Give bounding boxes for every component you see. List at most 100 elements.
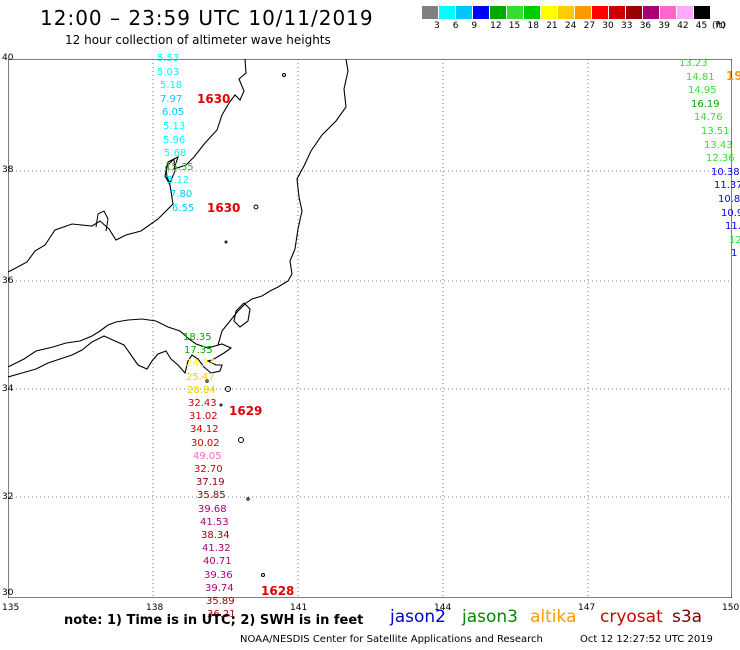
wave-height-value: 11.37: [714, 180, 740, 192]
color-scale-label: 39: [658, 21, 670, 31]
longitude-label: 138: [146, 603, 164, 613]
wave-height-value: 12.36: [706, 153, 735, 165]
map-area[interactable]: [8, 59, 732, 598]
color-swatch: [490, 6, 507, 19]
wave-height-value: 11.: [725, 221, 740, 233]
wave-height-value: 1: [731, 248, 738, 260]
generated-timestamp: Oct 12 12:27:52 UTC 2019: [580, 634, 713, 645]
color-scale-label: 15: [508, 21, 521, 31]
latitude-label: 30: [2, 588, 14, 598]
color-swatch: [456, 6, 473, 19]
color-scale-bar: [422, 6, 711, 19]
page-title: 12:00 – 23:59 UTC 10/11/2019: [40, 6, 374, 30]
small-islands: [205, 73, 286, 577]
graticule: [8, 59, 732, 598]
wave-height-value: 40.71: [203, 556, 232, 568]
wave-height-value: 10.8: [718, 194, 740, 205]
latitude-label: 40: [2, 53, 14, 63]
wave-height-value: 16.19: [691, 98, 720, 110]
wave-height-value: 39.68: [198, 503, 227, 515]
wave-height-value: 5.13: [163, 121, 186, 132]
color-swatch: [575, 6, 592, 19]
wave-height-value: 28.84: [187, 384, 216, 396]
wave-height-value: 18.35: [183, 332, 212, 343]
latitude-label: 32: [2, 492, 14, 502]
latitude-label: 38: [2, 165, 14, 175]
wave-height-value: 6.55: [172, 202, 195, 214]
latitude-label: 34: [2, 384, 14, 394]
wave-height-value: 38.34: [201, 530, 230, 541]
wave-height-value: 10.38: [711, 166, 740, 178]
map-canvas: [8, 59, 732, 598]
japan-coastline: [8, 59, 349, 378]
wave-height-value: 32.43: [188, 398, 217, 409]
longitude-label: 144: [434, 603, 452, 613]
color-swatch: [609, 6, 626, 19]
wave-height-value: 12: [729, 234, 740, 246]
color-scale-label: 12: [490, 21, 502, 31]
legend-item-s3a: s3a: [672, 607, 703, 627]
wave-height-value: 17.35: [184, 345, 213, 357]
legend-item-jason3: jason3: [462, 607, 518, 627]
wave-height-value: 14.76: [694, 112, 723, 124]
color-swatch: [626, 6, 643, 19]
color-swatch: [422, 6, 439, 19]
color-scale-label: 36: [639, 21, 652, 31]
wave-height-value: 14.95: [688, 85, 717, 97]
wave-height-value: 5.96: [163, 134, 186, 146]
color-scale-label: 21: [546, 21, 558, 31]
legend-item-cryosat: cryosat: [600, 607, 663, 627]
wave-height-value: 13.43: [704, 139, 733, 151]
pass-number: 1630: [207, 201, 241, 215]
color-scale-label: 33: [621, 21, 633, 31]
legend-item-jason2: jason2: [390, 607, 446, 627]
wave-height-value: 49.05: [193, 450, 222, 462]
footer-note: note: 1) Time is in UTC; 2) SWH is in fe…: [64, 613, 364, 628]
latitude-label: 36: [2, 276, 14, 286]
color-swatch: [473, 6, 490, 19]
color-scale-labels: 3 6 9 12 15 18 21 24 27 30 33 36 39 42 45 70 (ft): [422, 21, 740, 35]
color-scale-label: 45: [695, 21, 708, 31]
wave-height-value: 32.70: [194, 464, 223, 475]
page-subtitle: 12 hour collection of altimeter wave hei…: [65, 33, 331, 47]
wave-height-value: 31.02: [189, 411, 218, 423]
wave-height-value: 5.68: [164, 148, 187, 160]
wave-height-value: 35.85: [197, 490, 226, 502]
longitude-label: 150: [722, 603, 740, 613]
wave-height-value: 24.27: [186, 358, 215, 370]
longitude-label: 141: [290, 603, 308, 613]
color-swatch: [660, 6, 677, 19]
sado-island: [165, 157, 176, 185]
noto-peninsula: [95, 210, 109, 232]
wave-height-value: 6.05: [162, 107, 185, 119]
longitude-label: 147: [578, 603, 596, 613]
wave-height-value: 5.03: [157, 66, 180, 78]
map-frame: [8, 59, 732, 598]
wave-height-value: 30.02: [191, 437, 220, 449]
color-scale-label: 27: [583, 21, 596, 31]
color-swatch: [507, 6, 524, 19]
color-scale-label: 18: [527, 21, 539, 31]
color-scale-label: 30: [602, 21, 614, 31]
pass-number: 1628: [261, 584, 295, 598]
color-scale-label: (ft): [712, 21, 726, 31]
wave-height-value: 14.81: [686, 71, 715, 83]
wave-height-value: 39.74: [205, 582, 234, 594]
color-swatch: [677, 6, 694, 19]
wave-height-value: 35.89: [206, 596, 235, 607]
credit-text: NOAA/NESDIS Center for Satellite Applica…: [240, 634, 543, 645]
wave-height-value: 13.23: [679, 58, 708, 69]
wave-height-value: 39.36: [204, 569, 233, 581]
wave-height-value: 41.32: [202, 543, 231, 555]
wave-height-value: 25.47: [186, 371, 215, 383]
longitude-label: 135: [2, 603, 20, 613]
wave-height-value: 34.12: [190, 424, 219, 436]
color-swatch: [643, 6, 660, 19]
color-scale-label: 24: [564, 21, 577, 31]
color-swatch: [558, 6, 575, 19]
wave-height-value: 36.21: [207, 609, 236, 621]
wave-height-value: 5.18: [160, 80, 183, 92]
pass-number: 1630: [197, 92, 231, 106]
wave-height-value: 5.53: [157, 53, 180, 64]
legend-item-altika: altika: [530, 607, 577, 627]
